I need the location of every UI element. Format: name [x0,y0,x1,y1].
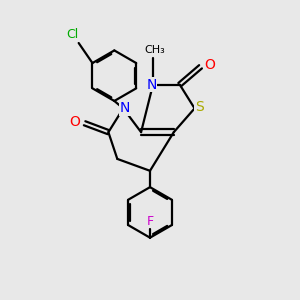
Text: CH₃: CH₃ [144,44,165,55]
Text: O: O [70,115,80,129]
Text: N: N [119,101,130,116]
Text: F: F [146,215,154,228]
Text: Cl: Cl [67,28,79,41]
Text: O: O [204,58,215,72]
Text: N: N [146,78,157,92]
Text: S: S [195,100,203,114]
